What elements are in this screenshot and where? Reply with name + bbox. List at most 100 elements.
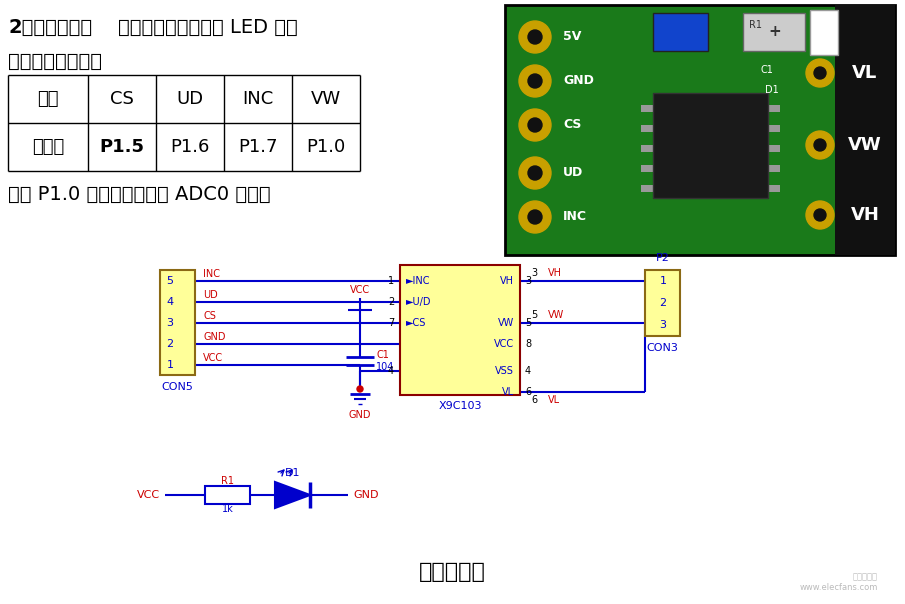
Text: 6: 6 bbox=[525, 387, 531, 397]
Text: ►INC: ►INC bbox=[406, 276, 431, 286]
Circle shape bbox=[519, 157, 551, 189]
Text: 8: 8 bbox=[525, 339, 531, 349]
Circle shape bbox=[814, 139, 826, 151]
Text: VW: VW bbox=[311, 90, 341, 108]
Text: 与单片机连接关系: 与单片机连接关系 bbox=[8, 52, 102, 71]
Text: VW: VW bbox=[848, 136, 881, 154]
Text: 3: 3 bbox=[167, 318, 174, 328]
Bar bbox=[160, 270, 195, 375]
Text: VCC: VCC bbox=[137, 490, 160, 500]
Text: P1.6: P1.6 bbox=[170, 138, 210, 156]
Text: CON3: CON3 bbox=[646, 343, 679, 353]
Text: 单片机: 单片机 bbox=[32, 138, 64, 156]
Text: GND: GND bbox=[563, 74, 594, 88]
Text: X9C103: X9C103 bbox=[438, 401, 481, 411]
Text: 6: 6 bbox=[531, 395, 537, 405]
Bar bbox=[835, 5, 895, 255]
Text: 模块原理图: 模块原理图 bbox=[419, 562, 486, 582]
Bar bbox=[400, 265, 520, 395]
Text: 7: 7 bbox=[387, 318, 394, 328]
Text: 2、模块说明：: 2、模块说明： bbox=[8, 18, 92, 37]
Text: VCC: VCC bbox=[350, 285, 370, 295]
Bar bbox=[653, 93, 768, 198]
Text: R1: R1 bbox=[749, 20, 762, 30]
Text: 5: 5 bbox=[525, 318, 531, 328]
Text: 1: 1 bbox=[167, 360, 174, 370]
Text: INC: INC bbox=[243, 90, 273, 108]
Text: VH: VH bbox=[851, 206, 880, 224]
Text: VW: VW bbox=[498, 318, 514, 328]
Text: 模块: 模块 bbox=[37, 90, 59, 108]
Text: D1: D1 bbox=[285, 468, 300, 478]
Bar bbox=[505, 5, 895, 255]
Text: 1: 1 bbox=[660, 276, 666, 286]
Circle shape bbox=[806, 59, 834, 87]
Bar bbox=[205, 486, 250, 504]
Text: UD: UD bbox=[563, 167, 583, 179]
Text: 2: 2 bbox=[660, 298, 667, 308]
Text: 4: 4 bbox=[167, 297, 174, 307]
Circle shape bbox=[519, 65, 551, 97]
Text: INC: INC bbox=[203, 269, 220, 279]
Text: VW: VW bbox=[548, 310, 564, 320]
Circle shape bbox=[519, 21, 551, 53]
Text: CS: CS bbox=[203, 311, 216, 321]
Text: UD: UD bbox=[203, 290, 218, 300]
Text: ►CS: ►CS bbox=[406, 318, 426, 328]
Text: 电子发烧友
www.elecfans.com: 电子发烧友 www.elecfans.com bbox=[800, 573, 878, 592]
Bar bbox=[641, 185, 653, 192]
Circle shape bbox=[519, 201, 551, 233]
Circle shape bbox=[806, 201, 834, 229]
Text: GND: GND bbox=[353, 490, 378, 500]
Text: D1: D1 bbox=[765, 85, 778, 95]
Bar bbox=[768, 165, 780, 172]
Text: 5: 5 bbox=[531, 310, 538, 320]
Bar bbox=[641, 145, 653, 152]
Text: 2: 2 bbox=[167, 339, 174, 349]
Text: GND: GND bbox=[348, 410, 371, 420]
Text: 3: 3 bbox=[525, 276, 531, 286]
Text: VL: VL bbox=[548, 395, 560, 405]
Text: INC: INC bbox=[563, 211, 587, 223]
Circle shape bbox=[528, 166, 542, 180]
Text: P1.7: P1.7 bbox=[238, 138, 278, 156]
Circle shape bbox=[528, 74, 542, 88]
Bar bbox=[810, 10, 838, 55]
Circle shape bbox=[806, 131, 834, 159]
Text: 104: 104 bbox=[376, 362, 395, 372]
Bar bbox=[768, 125, 780, 132]
Text: CON5: CON5 bbox=[162, 382, 194, 392]
Circle shape bbox=[528, 118, 542, 132]
Text: UD: UD bbox=[176, 90, 204, 108]
Bar bbox=[768, 145, 780, 152]
Text: 3: 3 bbox=[660, 320, 666, 330]
Text: CS: CS bbox=[563, 118, 581, 132]
Text: C1: C1 bbox=[376, 350, 389, 360]
Circle shape bbox=[519, 109, 551, 141]
Text: P1.0: P1.0 bbox=[307, 138, 346, 156]
Text: R1: R1 bbox=[221, 476, 234, 486]
Text: 4: 4 bbox=[525, 366, 531, 376]
Text: 模块上搭载电源指示 LED 灯，: 模块上搭载电源指示 LED 灯， bbox=[118, 18, 298, 37]
Text: 2: 2 bbox=[387, 297, 394, 307]
Text: GND: GND bbox=[203, 332, 225, 342]
Text: VCC: VCC bbox=[494, 339, 514, 349]
Bar bbox=[653, 13, 708, 51]
Text: VSS: VSS bbox=[495, 366, 514, 376]
Text: CS: CS bbox=[110, 90, 134, 108]
Text: VL: VL bbox=[502, 387, 514, 397]
Circle shape bbox=[528, 210, 542, 224]
Circle shape bbox=[357, 386, 363, 392]
Text: 5V: 5V bbox=[563, 30, 581, 43]
Text: VH: VH bbox=[500, 276, 514, 286]
Text: 其中 P1.0 为模数轮换接口 ADC0 通道。: 其中 P1.0 为模数轮换接口 ADC0 通道。 bbox=[8, 185, 271, 204]
Text: 3: 3 bbox=[531, 268, 537, 278]
Circle shape bbox=[528, 30, 542, 44]
Circle shape bbox=[814, 209, 826, 221]
Circle shape bbox=[814, 67, 826, 79]
Polygon shape bbox=[275, 482, 310, 508]
Text: C1: C1 bbox=[760, 65, 773, 75]
Bar bbox=[641, 165, 653, 172]
Text: 5: 5 bbox=[167, 276, 174, 286]
Text: 1: 1 bbox=[388, 276, 394, 286]
